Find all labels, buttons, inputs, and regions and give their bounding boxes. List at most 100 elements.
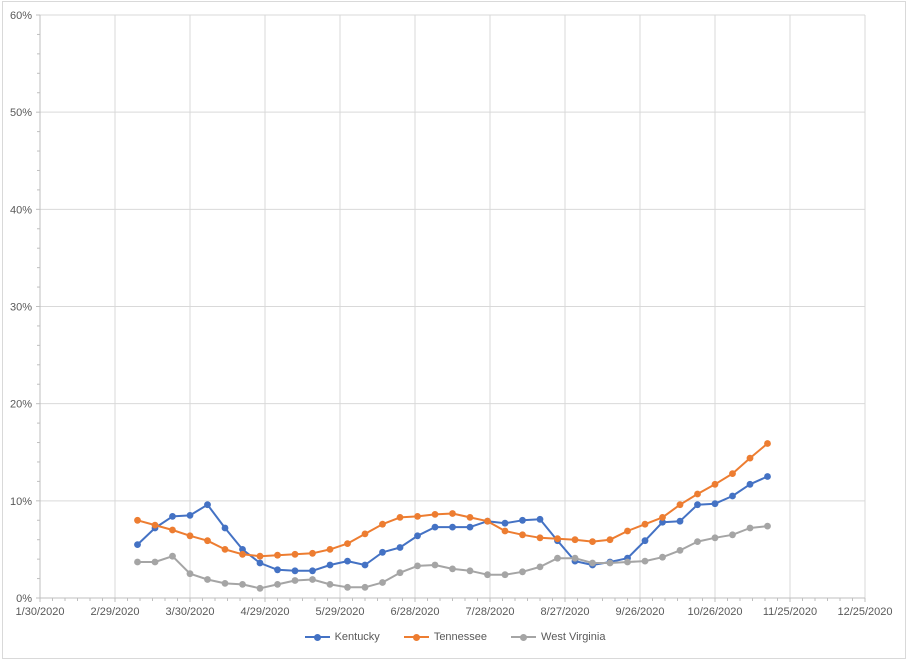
- data-point-marker: [554, 554, 561, 562]
- data-point-marker: [134, 558, 141, 566]
- data-point-marker: [239, 581, 246, 588]
- data-point-marker: [274, 566, 281, 574]
- data-point-marker: [764, 440, 771, 447]
- x-axis-label: 10/26/2020: [687, 606, 742, 618]
- data-point-marker: [396, 544, 404, 551]
- data-point-marker: [466, 514, 474, 521]
- data-point-marker: [414, 562, 421, 570]
- data-point-marker: [344, 540, 351, 547]
- legend-item-kentucky[interactable]: Kentucky: [304, 630, 380, 644]
- x-axis-label: 5/29/2020: [316, 606, 365, 618]
- data-point-marker: [309, 567, 316, 575]
- data-point-marker: [151, 558, 159, 566]
- data-point-marker: [746, 524, 754, 532]
- data-point-marker: [379, 548, 386, 556]
- legend-label-tennessee: Tennessee: [433, 631, 488, 643]
- data-point-marker: [274, 551, 281, 559]
- data-point-marker: [256, 584, 264, 592]
- series-kentucky[interactable]: [134, 473, 771, 575]
- data-point-marker: [274, 581, 281, 588]
- y-axis-label: 30%: [10, 302, 32, 314]
- data-point-marker: [239, 546, 246, 553]
- data-point-marker: [361, 583, 369, 591]
- data-point-marker: [659, 553, 666, 561]
- y-axis-label: 40%: [10, 204, 32, 216]
- y-axis-label: 10%: [10, 496, 32, 508]
- x-axis-label: 12/25/2020: [837, 606, 892, 618]
- data-point-marker: [519, 516, 526, 524]
- data-point-marker: [344, 583, 351, 591]
- data-point-marker: [501, 519, 509, 527]
- data-point-marker: [466, 523, 474, 531]
- y-axis-label: 50%: [10, 107, 32, 119]
- kentucky-line-marker-icon: [304, 633, 330, 641]
- data-point-marker: [589, 559, 596, 567]
- data-point-marker: [344, 557, 351, 565]
- data-point-marker: [151, 521, 159, 529]
- legend-label-west-virginia: West Virginia: [541, 631, 606, 643]
- data-point-marker: [536, 534, 544, 542]
- series-west-virginia[interactable]: [134, 522, 771, 592]
- data-point-marker: [379, 579, 386, 586]
- data-point-marker: [484, 517, 491, 525]
- data-point-marker: [501, 571, 509, 579]
- data-point-marker: [379, 520, 386, 528]
- data-point-marker: [746, 480, 754, 488]
- data-point-marker: [449, 523, 456, 531]
- data-point-marker: [326, 561, 334, 569]
- data-point-marker: [554, 535, 561, 543]
- data-point-marker: [536, 563, 544, 571]
- data-point-marker: [221, 524, 229, 532]
- x-axis-label: 11/25/2020: [763, 606, 817, 618]
- data-point-marker: [659, 514, 666, 521]
- data-point-marker: [764, 522, 771, 530]
- data-point-marker: [326, 546, 334, 553]
- legend-item-west-virginia[interactable]: West Virginia: [511, 630, 605, 644]
- data-point-marker: [746, 454, 754, 462]
- data-point-marker: [694, 490, 701, 498]
- data-point-marker: [711, 480, 719, 488]
- x-axis-label: 3/30/2020: [166, 606, 215, 618]
- data-point-marker: [676, 547, 684, 554]
- data-point-marker: [606, 559, 614, 567]
- y-axis-label: 60%: [10, 10, 32, 22]
- data-point-marker: [414, 532, 421, 540]
- data-point-marker: [134, 541, 141, 548]
- x-axis-label: 6/28/2020: [391, 606, 440, 618]
- tennessee-line-marker-icon: [403, 633, 429, 641]
- data-point-marker: [169, 513, 176, 520]
- data-point-marker: [256, 559, 264, 567]
- x-axis-label: 7/28/2020: [466, 606, 515, 618]
- data-point-marker: [169, 526, 176, 534]
- data-point-marker: [396, 514, 404, 521]
- data-point-marker: [134, 516, 141, 524]
- data-point-marker: [361, 530, 369, 538]
- data-point-marker: [291, 567, 299, 575]
- data-point-marker: [711, 500, 719, 508]
- data-point-marker: [309, 549, 316, 557]
- data-point-marker: [676, 517, 684, 525]
- legend-item-tennessee[interactable]: Tennessee: [403, 630, 488, 644]
- data-point-marker: [449, 565, 456, 573]
- data-point-marker: [519, 531, 526, 539]
- data-point-marker: [204, 537, 211, 545]
- data-point-marker: [729, 492, 736, 500]
- data-point-marker: [204, 576, 211, 583]
- data-point-marker: [606, 536, 614, 544]
- data-point-marker: [221, 580, 229, 587]
- series-tennessee[interactable]: [134, 440, 771, 560]
- x-axis-label: 1/30/2020: [16, 606, 65, 618]
- data-point-marker: [186, 532, 194, 540]
- data-point-marker: [396, 569, 404, 577]
- west-virginia-line-marker-icon: [511, 633, 537, 641]
- data-point-marker: [169, 552, 176, 560]
- series-line: [137, 442, 769, 558]
- data-point-marker: [571, 554, 579, 562]
- data-point-marker: [501, 527, 509, 535]
- data-point-marker: [204, 501, 211, 509]
- data-point-marker: [641, 557, 649, 565]
- data-point-marker: [414, 513, 421, 520]
- data-point-marker: [764, 473, 771, 480]
